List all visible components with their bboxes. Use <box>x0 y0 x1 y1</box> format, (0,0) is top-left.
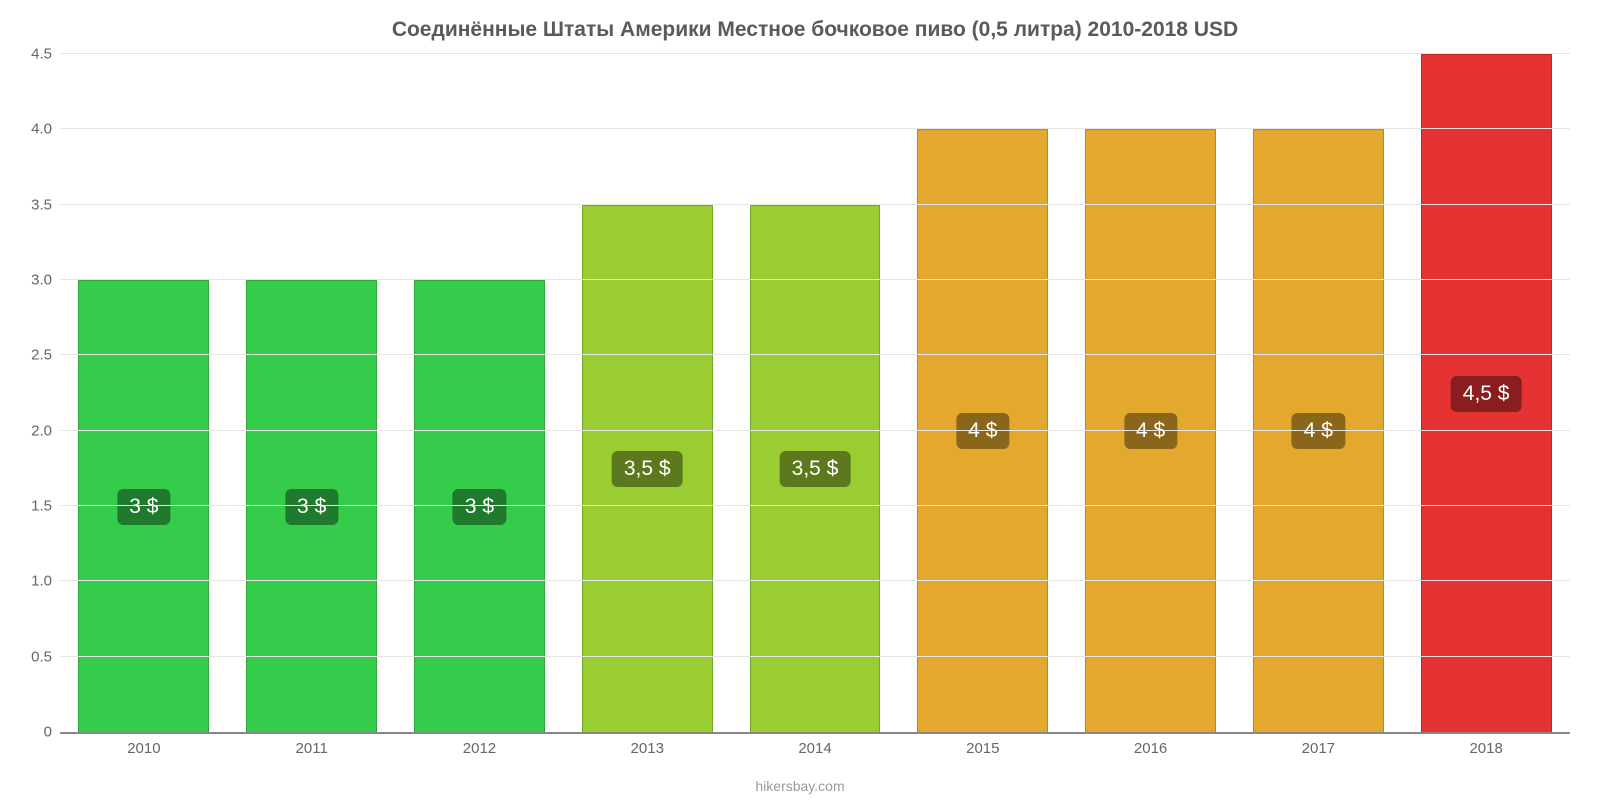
bar-value-label: 3 $ <box>285 489 338 525</box>
gridline <box>60 354 1570 355</box>
source-label: hikersbay.com <box>755 778 844 794</box>
bar: 4 $ <box>1085 129 1216 732</box>
xtick-label: 2013 <box>631 732 664 757</box>
bar: 3,5 $ <box>582 205 713 732</box>
gridline <box>60 505 1570 506</box>
ytick-label: 0.5 <box>31 648 60 665</box>
bar-value-label: 4 $ <box>956 413 1009 449</box>
bar-slot: 3 $2012 <box>396 54 564 732</box>
bar: 3 $ <box>246 280 377 732</box>
bar: 3 $ <box>78 280 209 732</box>
gridline <box>60 279 1570 280</box>
ytick-label: 3.0 <box>31 272 60 289</box>
ytick-label: 3.5 <box>31 196 60 213</box>
xtick-label: 2016 <box>1134 732 1167 757</box>
gridline <box>60 430 1570 431</box>
xtick-label: 2018 <box>1469 732 1502 757</box>
bar-slot: 3 $2010 <box>60 54 228 732</box>
bar-value-label: 3,5 $ <box>612 451 683 487</box>
xtick-label: 2017 <box>1302 732 1335 757</box>
gridline <box>60 580 1570 581</box>
bars-group: 3 $20103 $20113 $20123,5 $20133,5 $20144… <box>60 54 1570 732</box>
gridline <box>60 204 1570 205</box>
bar: 4 $ <box>1253 129 1384 732</box>
gridline <box>60 128 1570 129</box>
beer-price-chart: Соединённые Штаты Америки Местное бочков… <box>0 0 1600 800</box>
ytick-label: 4.0 <box>31 121 60 138</box>
ytick-label: 4.5 <box>31 46 60 63</box>
ytick-label: 2.0 <box>31 422 60 439</box>
bar-value-label: 4 $ <box>1124 413 1177 449</box>
bar-slot: 4,5 $2018 <box>1402 54 1570 732</box>
chart-title: Соединённые Штаты Америки Местное бочков… <box>60 18 1570 42</box>
bar-slot: 3,5 $2013 <box>563 54 731 732</box>
bar: 3 $ <box>414 280 545 732</box>
ytick-label: 0 <box>44 724 60 741</box>
ytick-label: 1.5 <box>31 498 60 515</box>
bar-value-label: 3 $ <box>453 489 506 525</box>
ytick-label: 2.5 <box>31 347 60 364</box>
xtick-label: 2012 <box>463 732 496 757</box>
gridline <box>60 656 1570 657</box>
bar-slot: 4 $2016 <box>1067 54 1235 732</box>
xtick-label: 2015 <box>966 732 999 757</box>
gridline <box>60 53 1570 54</box>
xtick-label: 2014 <box>798 732 831 757</box>
bar-slot: 4 $2015 <box>899 54 1067 732</box>
bar-value-label: 3 $ <box>117 489 170 525</box>
xtick-label: 2011 <box>296 732 328 757</box>
bar-value-label: 4 $ <box>1292 413 1345 449</box>
ytick-label: 1.0 <box>31 573 60 590</box>
xtick-label: 2010 <box>127 732 160 757</box>
bar-slot: 3,5 $2014 <box>731 54 899 732</box>
bar: 3,5 $ <box>750 205 881 732</box>
bar: 4,5 $ <box>1421 54 1552 732</box>
plot-area: 3 $20103 $20113 $20123,5 $20133,5 $20144… <box>60 54 1570 734</box>
bar-value-label: 4,5 $ <box>1451 376 1522 412</box>
bar-slot: 4 $2017 <box>1234 54 1402 732</box>
bar: 4 $ <box>917 129 1048 732</box>
bar-value-label: 3,5 $ <box>780 451 851 487</box>
bar-slot: 3 $2011 <box>228 54 396 732</box>
